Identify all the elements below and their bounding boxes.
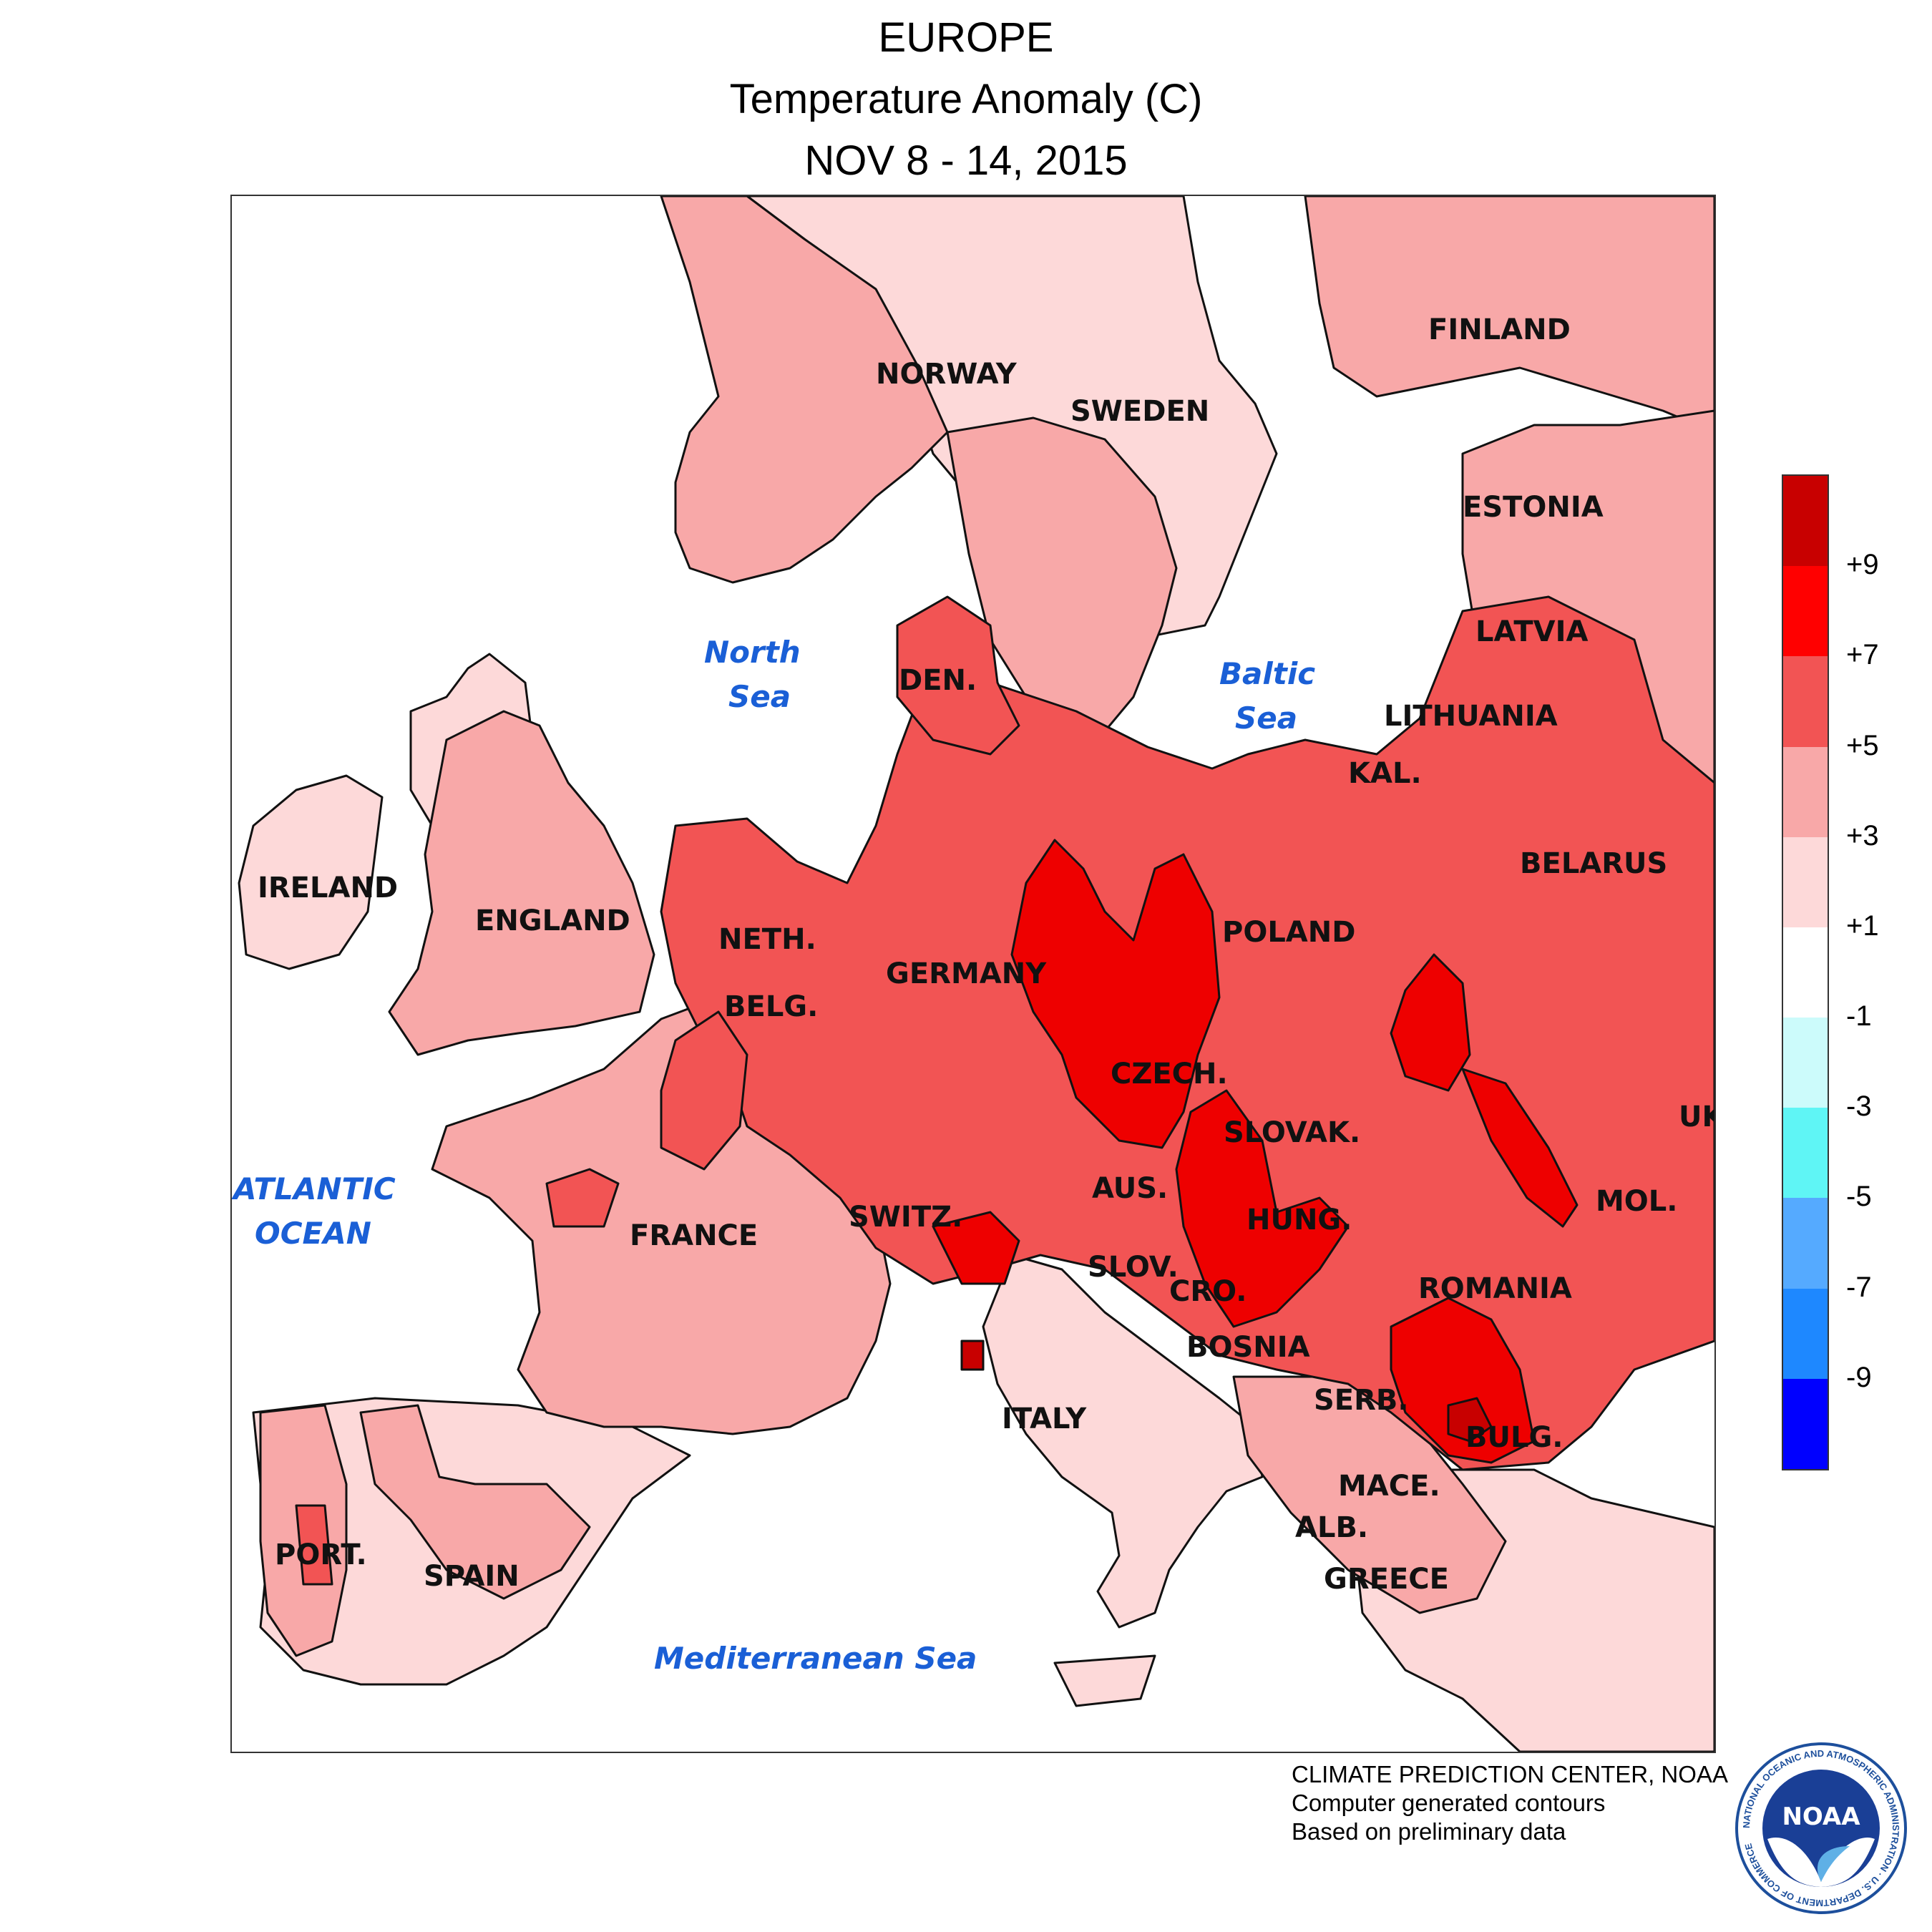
country-label-austria: AUS.	[1092, 1172, 1168, 1205]
land-france-w	[545, 1168, 620, 1228]
land-spain-band	[359, 1404, 591, 1600]
country-label-belgium: BELG.	[724, 990, 818, 1023]
legend-tick-label: -3	[1846, 1091, 1872, 1123]
legend-swatch	[1783, 1108, 1828, 1199]
country-label-bulgaria: BULG.	[1465, 1421, 1563, 1454]
land-italy	[982, 1254, 1264, 1629]
country-label-germany: GERMANY	[886, 957, 1047, 990]
legend-tick-label: -9	[1846, 1361, 1872, 1393]
land-austria-hot	[1175, 1089, 1350, 1328]
country-label-portugal: PORT.	[275, 1538, 367, 1571]
country-labels: NORWAY SWEDEN FINLAND ESTONIA LATVIA LIT…	[258, 313, 1714, 1596]
legend-tick-label: +3	[1846, 819, 1879, 852]
land-sicily	[1053, 1654, 1156, 1707]
country-label-norway: NORWAY	[876, 358, 1018, 391]
country-label-finland: FINLAND	[1428, 313, 1571, 346]
land-italy-peak	[960, 1340, 985, 1371]
legend-swatch	[1783, 1018, 1828, 1108]
sea-label-north-sea-2: Sea	[728, 679, 791, 714]
land-france-ne	[660, 1010, 748, 1171]
legend-swatch	[1783, 656, 1828, 748]
noaa-logo: NATIONAL OCEANIC AND ATMOSPHERIC ADMINIS…	[1735, 1742, 1907, 1914]
land-ukraine-hot	[1461, 1068, 1579, 1228]
country-label-denmark: DEN.	[899, 664, 977, 697]
sea-label-ocean: OCEAN	[255, 1216, 371, 1251]
legend-tick-label: -5	[1846, 1181, 1872, 1213]
legend-swatch	[1783, 1378, 1828, 1470]
legend-tick-label: +9	[1846, 549, 1879, 581]
color-legend	[1782, 474, 1829, 1470]
country-label-hungary: HUNG.	[1246, 1204, 1352, 1236]
legend-swatch	[1783, 746, 1828, 838]
country-label-belarus: BELARUS	[1520, 847, 1667, 880]
anomaly-map: North Sea Baltic Sea ATLANTIC OCEAN Medi…	[232, 196, 1714, 1752]
country-label-france: FRANCE	[630, 1219, 758, 1252]
country-label-sweden: SWEDEN	[1070, 395, 1209, 428]
legend-swatch	[1783, 836, 1828, 928]
country-label-england: ENGLAND	[475, 904, 630, 937]
anomaly-9-plus-regions	[960, 1340, 1493, 1443]
land-romania-hot	[1390, 1297, 1536, 1464]
country-label-uk: UK	[1679, 1101, 1714, 1133]
legend-swatch	[1783, 1198, 1828, 1289]
land-england	[388, 710, 655, 1056]
country-label-lithuania: LITHUANIA	[1384, 700, 1558, 733]
land-finland	[1304, 196, 1714, 434]
country-label-croatia: CRO.	[1169, 1275, 1246, 1308]
country-label-albania: ALB.	[1295, 1511, 1368, 1544]
credit-line-3: Based on preliminary data	[1292, 1818, 1566, 1845]
credit-line-2: Computer generated contours	[1292, 1790, 1606, 1816]
country-label-kaliningrad: KAL.	[1348, 757, 1422, 790]
country-label-slovenia: SLOV.	[1088, 1251, 1179, 1284]
sea-label-baltic-sea-2: Sea	[1235, 701, 1297, 736]
sea-label-north-sea: North	[704, 635, 801, 670]
credit-line-1: CLIMATE PREDICTION CENTER, NOAA	[1292, 1761, 1728, 1787]
country-label-estonia: ESTONIA	[1463, 491, 1604, 524]
land-alps-hot	[932, 1211, 1020, 1285]
anomaly-7-9-regions	[932, 839, 1579, 1464]
legend-tick-label: +5	[1846, 729, 1879, 761]
sea-label-mediterranean: Mediterranean Sea	[654, 1641, 977, 1676]
country-label-switzerland: SWITZ.	[849, 1201, 962, 1234]
map-title: EUROPE	[878, 14, 1054, 61]
land-poland-hot	[1390, 953, 1471, 1092]
country-label-slovakia: SLOVAK.	[1224, 1116, 1360, 1149]
land-ireland	[238, 774, 384, 970]
country-label-romania: ROMANIA	[1418, 1272, 1572, 1305]
country-label-czech: CZECH.	[1111, 1058, 1228, 1091]
credit-block: CLIMATE PREDICTION CENTER, NOAA Computer…	[1292, 1760, 1728, 1846]
land-romania-peak	[1447, 1397, 1493, 1443]
land-germany-hot	[1010, 839, 1221, 1149]
legend-swatch	[1783, 566, 1828, 657]
legend-swatch	[1783, 476, 1828, 567]
map-period: NOV 8 - 14, 2015	[804, 137, 1128, 184]
country-label-italy: ITALY	[1002, 1402, 1087, 1435]
map-subtitle: Temperature Anomaly (C)	[729, 76, 1203, 122]
country-label-ireland: IRELAND	[258, 872, 398, 904]
map-panel: North Sea Baltic Sea ATLANTIC OCEAN Medi…	[230, 195, 1716, 1753]
sea-labels: North Sea Baltic Sea ATLANTIC OCEAN Medi…	[232, 635, 1315, 1676]
legend-tick-label: -7	[1846, 1271, 1872, 1303]
legend-swatch	[1783, 927, 1828, 1018]
country-label-poland: POLAND	[1222, 916, 1355, 949]
sea-label-atlantic: ATLANTIC	[232, 1171, 396, 1206]
noaa-logo-text: NOAA	[1782, 1802, 1860, 1831]
legend-swatch	[1783, 1288, 1828, 1380]
country-label-spain: SPAIN	[424, 1560, 519, 1593]
sea-label-baltic-sea: Baltic	[1219, 656, 1315, 691]
country-label-latvia: LATVIA	[1475, 615, 1588, 648]
country-label-serbia: SERB.	[1314, 1384, 1409, 1417]
country-label-netherlands: NETH.	[718, 923, 816, 956]
land-denmark	[896, 595, 1020, 756]
country-label-bosnia: BOSNIA	[1186, 1331, 1310, 1364]
country-label-greece: GREECE	[1324, 1563, 1449, 1596]
legend-tick-label: +7	[1846, 639, 1879, 671]
land-norway	[660, 196, 949, 584]
legend-tick-label: -1	[1846, 1000, 1872, 1033]
legend-tick-label: +1	[1846, 909, 1879, 942]
country-label-moldova: MOL.	[1596, 1185, 1678, 1218]
land-spain-blob	[295, 1504, 333, 1586]
country-label-macedonia: MACE.	[1338, 1470, 1440, 1503]
